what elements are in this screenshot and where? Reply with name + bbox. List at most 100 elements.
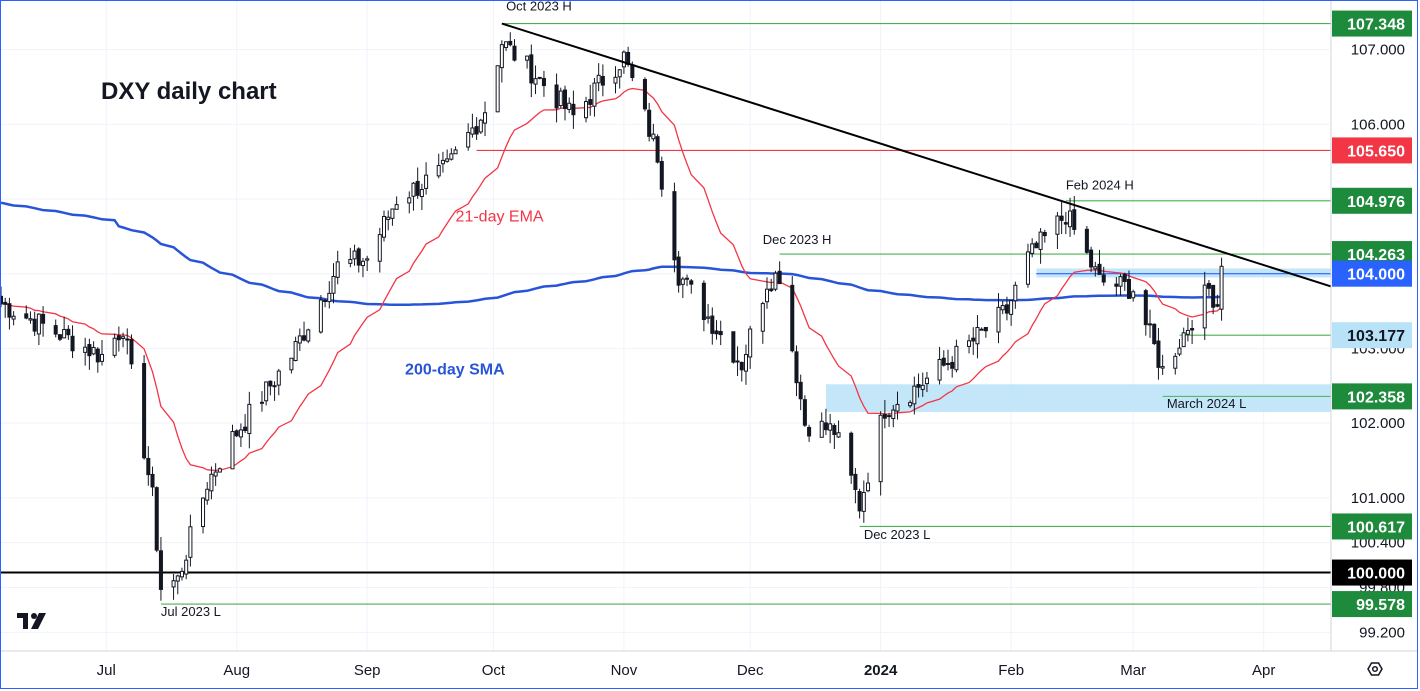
candle[interactable] xyxy=(748,325,753,369)
candle[interactable] xyxy=(1009,299,1014,326)
candle[interactable] xyxy=(11,311,16,326)
candle[interactable] xyxy=(1152,323,1157,346)
candle[interactable] xyxy=(954,339,959,373)
candle[interactable] xyxy=(150,466,155,497)
candle[interactable] xyxy=(121,332,126,348)
candle[interactable] xyxy=(1118,273,1123,296)
candle[interactable] xyxy=(32,311,37,337)
candle[interactable] xyxy=(676,251,681,293)
candle[interactable] xyxy=(895,391,900,420)
candle[interactable] xyxy=(887,412,892,427)
candle[interactable] xyxy=(1004,296,1009,321)
candle[interactable] xyxy=(1000,300,1005,315)
candle[interactable] xyxy=(377,227,382,273)
candle[interactable] xyxy=(710,307,715,345)
candle[interactable] xyxy=(125,328,130,355)
candle[interactable] xyxy=(407,191,412,214)
candle[interactable] xyxy=(171,573,176,600)
candle[interactable] xyxy=(306,328,311,344)
candle[interactable] xyxy=(891,404,896,428)
candle[interactable] xyxy=(571,90,576,129)
candle[interactable] xyxy=(1093,261,1098,277)
candle[interactable] xyxy=(642,77,647,112)
candle[interactable] xyxy=(1042,229,1047,243)
candle[interactable] xyxy=(908,400,913,408)
candle[interactable] xyxy=(916,373,921,398)
candle[interactable] xyxy=(1211,284,1216,315)
price-label[interactable]: 103.177 xyxy=(1332,322,1412,349)
candle[interactable] xyxy=(28,311,33,324)
candle[interactable] xyxy=(201,497,206,534)
candle[interactable] xyxy=(7,297,12,330)
candle[interactable] xyxy=(95,347,100,373)
candle[interactable] xyxy=(1131,289,1136,302)
candle[interactable] xyxy=(297,328,302,351)
candle[interactable] xyxy=(819,412,824,438)
candle[interactable] xyxy=(483,101,488,137)
candle[interactable] xyxy=(777,261,782,285)
candle[interactable] xyxy=(188,514,193,567)
candle[interactable] xyxy=(617,69,622,89)
candle[interactable] xyxy=(849,431,854,484)
candle[interactable] xyxy=(512,39,517,62)
candle[interactable] xyxy=(116,326,121,352)
candle[interactable] xyxy=(209,466,214,500)
candle[interactable] xyxy=(57,334,62,342)
candle[interactable] xyxy=(91,341,96,356)
candle[interactable] xyxy=(386,210,391,231)
candle[interactable] xyxy=(592,77,597,117)
candle[interactable] xyxy=(1148,309,1153,338)
candle[interactable] xyxy=(853,467,858,504)
candle[interactable] xyxy=(302,321,307,342)
candle[interactable] xyxy=(394,196,399,210)
candle[interactable] xyxy=(1181,327,1186,348)
price-label[interactable]: 100.000 xyxy=(1332,559,1412,586)
candle[interactable] xyxy=(941,350,946,367)
candle[interactable] xyxy=(205,482,210,505)
candle[interactable] xyxy=(1206,280,1211,296)
candle[interactable] xyxy=(584,96,589,123)
candle[interactable] xyxy=(499,40,504,83)
candle[interactable] xyxy=(701,280,706,332)
candle[interactable] xyxy=(53,319,58,338)
candle[interactable] xyxy=(230,424,235,470)
candle[interactable] xyxy=(440,151,445,173)
candle[interactable] xyxy=(1034,241,1039,249)
candle[interactable] xyxy=(731,331,736,364)
candle[interactable] xyxy=(449,148,454,161)
candle[interactable] xyxy=(1097,249,1102,275)
candle[interactable] xyxy=(470,113,475,138)
candle[interactable] xyxy=(769,278,774,293)
candle[interactable] xyxy=(129,334,134,369)
candle[interactable] xyxy=(247,391,252,449)
candle[interactable] xyxy=(323,298,328,308)
candle[interactable] xyxy=(967,334,972,354)
candle[interactable] xyxy=(975,315,980,359)
candle[interactable] xyxy=(651,123,656,142)
candle[interactable] xyxy=(293,336,298,362)
candle[interactable] xyxy=(83,337,88,366)
candle[interactable] xyxy=(243,414,248,434)
candle[interactable] xyxy=(937,346,942,385)
candle[interactable] xyxy=(857,488,862,519)
candle[interactable] xyxy=(41,306,46,337)
candle[interactable] xyxy=(179,567,184,581)
candle[interactable] xyxy=(217,467,222,473)
candle[interactable] xyxy=(613,66,618,94)
candle[interactable] xyxy=(1025,243,1030,288)
candle[interactable] xyxy=(924,371,929,393)
candle[interactable] xyxy=(1173,352,1178,375)
candle[interactable] xyxy=(739,361,744,382)
candle[interactable] xyxy=(743,344,748,385)
candle[interactable] xyxy=(478,118,483,134)
candle[interactable] xyxy=(718,320,723,346)
candle[interactable] xyxy=(1143,288,1148,336)
candle[interactable] xyxy=(87,338,92,370)
candle[interactable] xyxy=(466,123,471,151)
candle[interactable] xyxy=(655,134,660,164)
candle[interactable] xyxy=(714,320,719,340)
candle[interactable] xyxy=(158,537,163,601)
candle[interactable] xyxy=(327,281,332,309)
candle[interactable] xyxy=(950,356,955,378)
candle[interactable] xyxy=(735,346,740,377)
